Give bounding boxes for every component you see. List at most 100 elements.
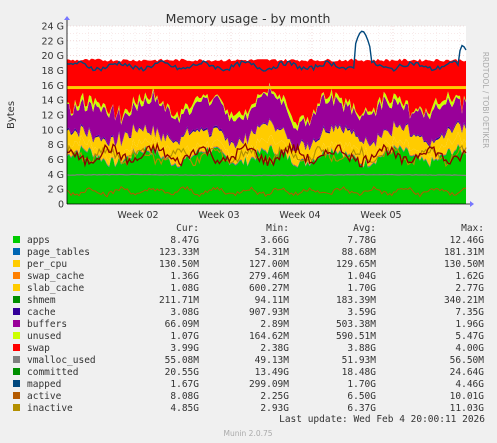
legend-name: cache bbox=[27, 307, 56, 318]
munin-footer: Munin 2.0.75 bbox=[223, 429, 272, 438]
legend-name: buffers bbox=[27, 319, 67, 330]
y-axis-label: Bytes bbox=[6, 101, 17, 129]
line-mapped bbox=[66, 185, 467, 198]
legend-value: 4.00G bbox=[455, 343, 484, 354]
legend-swatch-buffers bbox=[13, 320, 20, 327]
y-tick-label: 16 G bbox=[42, 81, 64, 92]
y-tick-label: 18 G bbox=[42, 66, 64, 77]
y-tick-label: 12 G bbox=[42, 111, 64, 122]
legend-value: 130.50M bbox=[159, 259, 199, 270]
legend-value: 4.85G bbox=[170, 403, 199, 414]
area-cache bbox=[67, 83, 466, 150]
legend-name: active bbox=[27, 391, 62, 402]
legend-swatch-vmalloc_used bbox=[13, 356, 20, 363]
legend-value: 1.67G bbox=[170, 379, 199, 390]
y-tick-label: 24 G bbox=[42, 22, 64, 33]
legend-value: 2.38G bbox=[260, 343, 289, 354]
legend-swatch-shmem bbox=[13, 296, 20, 303]
legend-value: 3.59G bbox=[347, 307, 376, 318]
x-tick-label: Week 02 bbox=[117, 210, 158, 221]
y-tick-label: 22 G bbox=[42, 36, 64, 47]
legend-swatch-apps bbox=[13, 236, 20, 243]
legend-name: inactive bbox=[27, 403, 73, 414]
legend-value: 123.33M bbox=[159, 247, 199, 258]
legend-value: 5.47G bbox=[455, 331, 484, 342]
legend-name: mapped bbox=[27, 379, 61, 390]
legend-value: 2.89M bbox=[260, 319, 289, 330]
legend-value: 66.09M bbox=[165, 319, 200, 330]
legend-value: 299.09M bbox=[249, 379, 289, 390]
legend-value: 1.96G bbox=[455, 319, 484, 330]
legend-name: page_tables bbox=[27, 247, 90, 258]
y-tick-label: 20 G bbox=[42, 51, 64, 62]
legend-column-header: Avg: bbox=[353, 223, 376, 234]
legend-swatch-page_tables bbox=[13, 248, 20, 255]
legend-value: 2.25G bbox=[260, 391, 289, 402]
legend-value: 2.93G bbox=[260, 403, 289, 414]
legend-name: unused bbox=[27, 331, 61, 342]
x-tick-label: Week 05 bbox=[360, 210, 401, 221]
legend-name: shmem bbox=[27, 295, 56, 306]
x-tick-label: Week 03 bbox=[198, 210, 239, 221]
legend-value: 7.78G bbox=[347, 235, 376, 246]
legend-name: slab_cache bbox=[27, 283, 84, 294]
legend-value: 8.08G bbox=[170, 391, 199, 402]
legend-value: 88.68M bbox=[342, 247, 377, 258]
axes: 0 2 G 4 G 6 G 8 G 10 G 12 G 14 G 16 G 18 G 20 G 22 … bbox=[42, 16, 474, 221]
legend-value: 1.36G bbox=[170, 271, 199, 282]
legend-value: 6.50G bbox=[347, 391, 376, 402]
legend-value: 4.46G bbox=[455, 379, 484, 390]
legend-value: 127.00M bbox=[249, 259, 289, 270]
last-update: Last update: Wed Feb 4 20:00:11 2026 bbox=[279, 414, 485, 425]
legend-value: 24.64G bbox=[450, 367, 485, 378]
y-tick-label: 10 G bbox=[42, 125, 64, 136]
legend-value: 54.31M bbox=[255, 247, 290, 258]
legend-column-header: Min: bbox=[266, 223, 289, 234]
legend-swatch-swap_cache bbox=[13, 272, 20, 279]
legend-value: 94.11M bbox=[255, 295, 290, 306]
area-swap-band bbox=[67, 86, 466, 90]
legend-value: 130.50M bbox=[444, 259, 484, 270]
legend-value: 2.77G bbox=[455, 283, 484, 294]
legend-value: 340.21M bbox=[444, 295, 484, 306]
legend-value: 1.04G bbox=[347, 271, 376, 282]
legend-value: 1.70G bbox=[347, 283, 376, 294]
legend-value: 129.65M bbox=[336, 259, 376, 270]
legend: Cur: Min: Avg: Max: apps 8.47G 3.66G 7.78G 12.46… bbox=[13, 223, 484, 414]
legend-swatch-mapped bbox=[13, 380, 20, 387]
y-tick-label: 8 G bbox=[48, 140, 64, 151]
legend-value: 3.08G bbox=[170, 307, 199, 318]
lines bbox=[66, 30, 467, 198]
legend-value: 183.39M bbox=[336, 295, 376, 306]
legend-column-header: Cur: bbox=[176, 223, 199, 234]
legend-value: 10.01G bbox=[450, 391, 485, 402]
legend-value: 503.38M bbox=[336, 319, 376, 330]
legend-value: 1.07G bbox=[170, 331, 199, 342]
legend-value: 3.99G bbox=[170, 343, 199, 354]
legend-swatch-per_cpu bbox=[13, 260, 20, 267]
legend-value: 51.93M bbox=[342, 355, 377, 366]
legend-name: committed bbox=[27, 367, 78, 378]
legend-value: 20.55G bbox=[165, 367, 200, 378]
legend-swatch-committed bbox=[13, 368, 20, 375]
area-unused bbox=[67, 58, 466, 127]
legend-swatch-slab_cache bbox=[13, 284, 20, 291]
y-axis-arrow bbox=[64, 16, 70, 20]
legend-name: swap_cache bbox=[27, 271, 84, 282]
area-slab_cache bbox=[67, 119, 466, 162]
legend-value: 18.48G bbox=[342, 367, 377, 378]
area-shmem bbox=[67, 118, 466, 151]
legend-value: 55.08M bbox=[165, 355, 200, 366]
legend-value: 1.70G bbox=[347, 379, 376, 390]
legend-value: 211.71M bbox=[159, 295, 199, 306]
legend-value: 13.49G bbox=[255, 367, 290, 378]
y-tick-label: 6 G bbox=[48, 155, 64, 166]
legend-swatch-active bbox=[13, 392, 20, 399]
x-axis-arrow bbox=[470, 201, 474, 207]
legend-value: 600.27M bbox=[249, 283, 289, 294]
legend-value: 49.13M bbox=[255, 355, 290, 366]
legend-value: 56.50M bbox=[450, 355, 485, 366]
legend-value: 181.31M bbox=[444, 247, 484, 258]
y-tick-label: 4 G bbox=[48, 170, 64, 181]
chart-title: Memory usage - by month bbox=[166, 11, 331, 26]
